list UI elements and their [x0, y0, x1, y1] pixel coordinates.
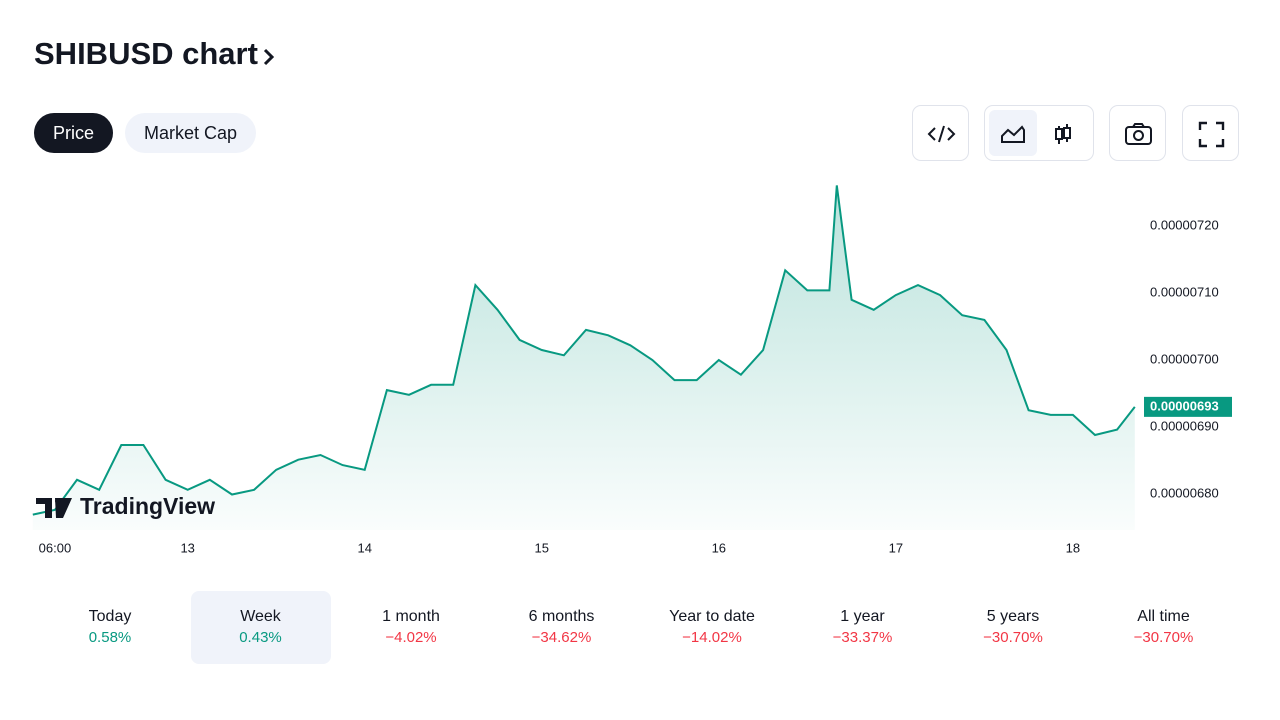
last-price-badge: [1144, 396, 1232, 417]
tab[interactable]: Market Cap: [125, 113, 257, 153]
period-change: −34.62%: [531, 629, 592, 646]
period-change: 0.43%: [239, 629, 282, 646]
x-tick-label: 15: [535, 540, 549, 555]
snapshot-button[interactable]: [1109, 105, 1166, 161]
period-label: Today: [88, 608, 132, 625]
tab[interactable]: Price: [34, 113, 114, 153]
period-change: −33.37%: [832, 629, 893, 646]
period[interactable]: Today 0.58%: [40, 591, 180, 664]
period[interactable]: 1 year −33.37%: [793, 591, 933, 664]
area: [32, 185, 1135, 530]
last-price-label: 0.00000693: [1150, 398, 1219, 413]
period[interactable]: 6 months −34.62%: [492, 591, 632, 664]
period-change: 0.58%: [88, 629, 132, 646]
chart: 0.00000680 0.00000690 0.00000700 0.00000710…: [32, 185, 1232, 555]
period-label: 6 months: [528, 608, 595, 625]
line: [32, 185, 1136, 516]
y-tick-label: 0.00000720: [1150, 218, 1219, 233]
x-tick-label: 18: [1066, 540, 1080, 555]
watermark-text: TradingView: [80, 493, 215, 519]
period[interactable]: Week 0.43%: [190, 591, 331, 664]
period-change: −30.70%: [983, 629, 1043, 646]
period-label: 1 year: [840, 608, 885, 625]
period[interactable]: All time −30.70%: [1094, 591, 1234, 664]
period[interactable]: 1 month −4.02%: [341, 591, 481, 664]
period-label: 5 years: [986, 608, 1040, 625]
period[interactable]: 5 years −30.70%: [943, 591, 1083, 664]
period-label: All time: [1137, 608, 1190, 625]
period-label: 1 month: [382, 608, 440, 625]
watermark: TradingView: [36, 493, 215, 519]
y-tick-label: 0.00000700: [1150, 351, 1219, 366]
y-tick-label: 0.00000710: [1150, 285, 1219, 300]
page-title: SHIBUSD chart: [34, 36, 258, 71]
y-tick-label: 0.00000680: [1150, 485, 1219, 500]
y-tick-label: 0.00000690: [1150, 418, 1219, 433]
period-label: Year to date: [669, 608, 755, 625]
period-label: Week: [240, 608, 281, 625]
period-change: −30.70%: [1133, 629, 1194, 646]
period[interactable]: Year to date −14.02%: [642, 591, 782, 664]
embed-button[interactable]: [912, 105, 969, 161]
x-tick-label: 13: [180, 540, 194, 555]
fullscreen-button[interactable]: [1182, 105, 1239, 161]
x-tick-label: 16: [712, 540, 726, 555]
period-change: −4.02%: [385, 629, 437, 646]
chevron[interactable]: [262, 46, 276, 68]
x-tick-label: 17: [889, 540, 903, 555]
chart-type-group: [984, 105, 1094, 161]
period-change: −14.02%: [682, 629, 742, 646]
x-tick-label: 06:00: [39, 540, 72, 555]
x-tick-label: 14: [357, 540, 371, 555]
